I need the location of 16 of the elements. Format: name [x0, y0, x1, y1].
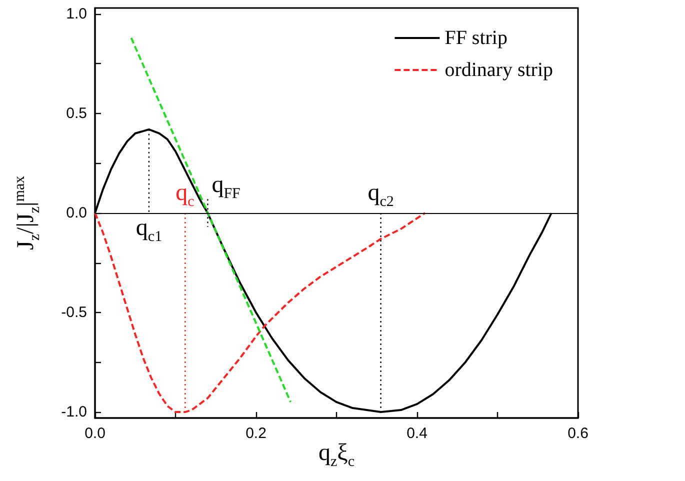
legend-label: FF strip [444, 27, 508, 49]
y-tick-label: -1.0 [61, 404, 87, 421]
annotation: q$_{c2}$ [368, 180, 394, 211]
x-axis-title: q$_{z}$ξ$_{c}$ [318, 440, 355, 471]
annotation: q$_{c}$ [176, 180, 194, 211]
y-tick-label: 1.0 [66, 5, 87, 22]
legend-label: ordinary strip [444, 59, 553, 81]
x-tick-label: 0.2 [246, 425, 266, 442]
y-tick-label: -0.5 [61, 304, 87, 322]
annotation: q$_{FF}$ [212, 172, 240, 203]
y-tick-label: 0.0 [66, 204, 87, 222]
x-tick-label: 0.6 [568, 425, 588, 442]
y-tick-label: 0.5 [66, 104, 87, 122]
annotation: q$_{c1}$ [136, 215, 162, 246]
x-tick-label: 0.0 [84, 425, 106, 442]
x-tick-label: 0.4 [406, 425, 428, 442]
